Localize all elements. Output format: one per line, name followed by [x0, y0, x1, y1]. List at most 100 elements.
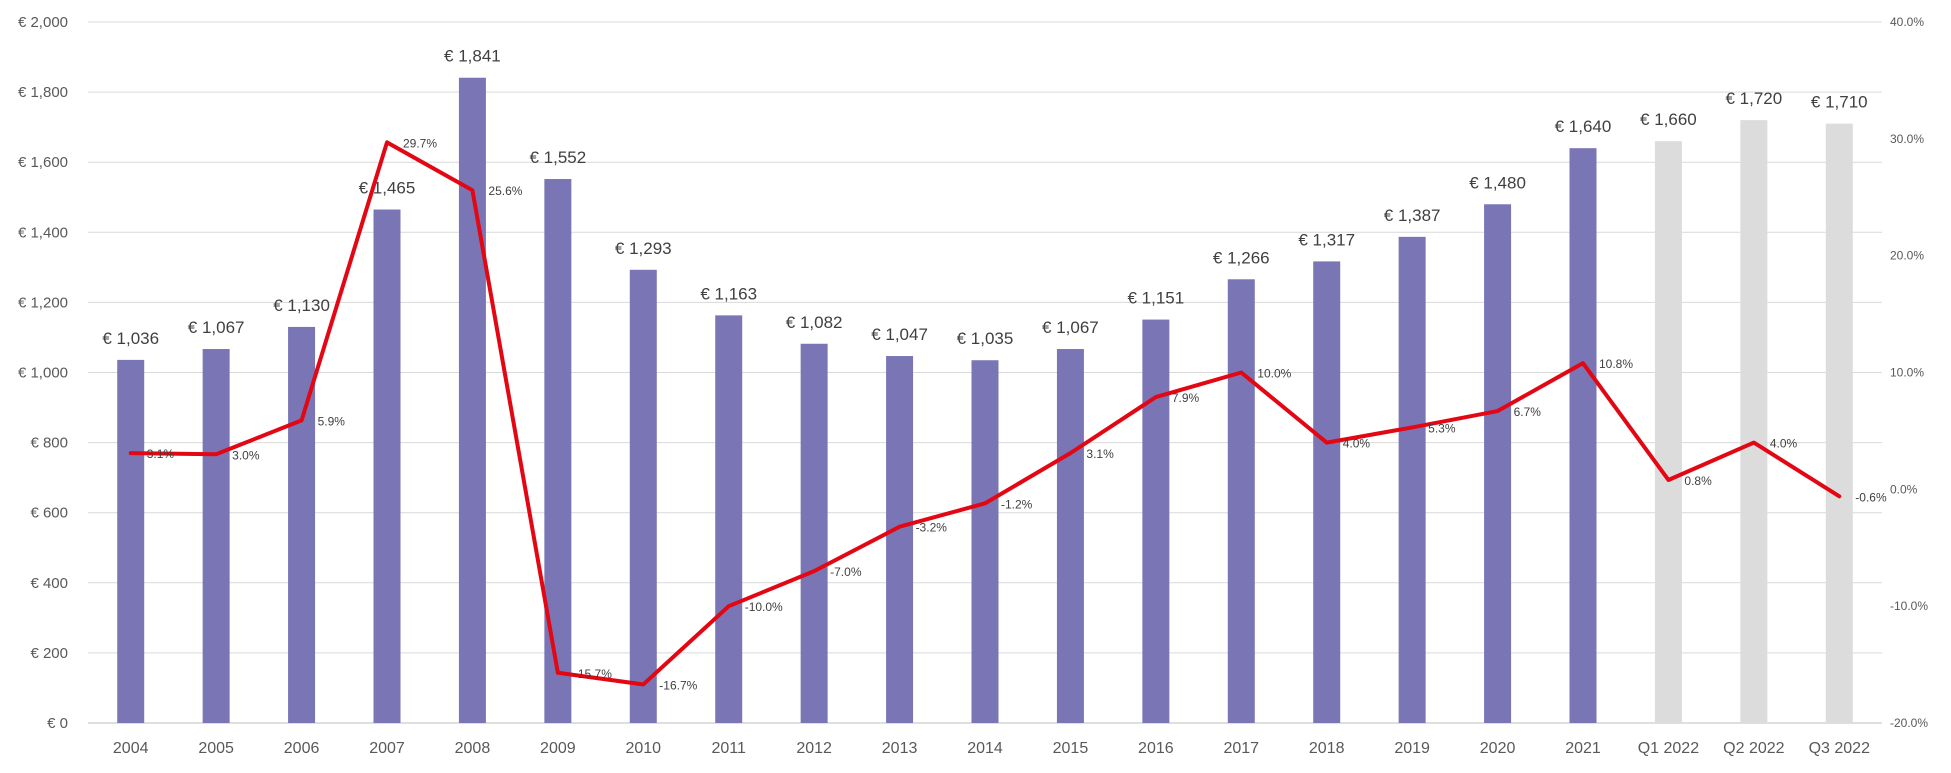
bar	[1056, 349, 1084, 723]
x-tick-label: 2013	[882, 740, 918, 757]
x-tick-label: Q3 2022	[1809, 740, 1870, 757]
y-right-tick-label: 30.0%	[1890, 132, 1924, 146]
bar-value-label: € 1,710	[1811, 93, 1868, 112]
bar	[1569, 148, 1597, 723]
growth-value-label: 0.8%	[1684, 474, 1712, 488]
bar	[1825, 123, 1853, 723]
growth-value-label: 5.9%	[318, 414, 346, 428]
growth-data-labels: 3.1% 3.0% 5.9% 29.7% 25.6% -15.7% -16.7% -10.0%…	[147, 136, 1887, 692]
growth-value-label: -0.6%	[1855, 490, 1887, 504]
bar	[971, 360, 999, 723]
x-tick-label: 2015	[1053, 740, 1089, 757]
x-tick-label: Q2 2022	[1723, 740, 1784, 757]
x-tick-label: 2016	[1138, 740, 1174, 757]
bar	[886, 356, 914, 723]
bar	[1484, 204, 1512, 723]
bar-value-label: € 1,293	[615, 239, 672, 258]
y-right-tick-label: 40.0%	[1890, 15, 1924, 29]
bar	[202, 349, 230, 723]
bar-value-label: € 1,660	[1640, 110, 1697, 129]
left-axis-ticks: € 0 € 200 € 400 € 600 € 800 € 1,000 € 1,200 € 1…	[18, 14, 68, 732]
bar-value-label: € 1,163	[700, 284, 757, 303]
x-tick-label: 2012	[796, 740, 832, 757]
bar-value-label: € 1,480	[1469, 173, 1526, 192]
growth-value-label: 3.1%	[147, 447, 175, 461]
bar-value-label: € 1,036	[102, 329, 159, 348]
y-right-tick-label: 20.0%	[1890, 249, 1924, 263]
growth-value-label: 6.7%	[1514, 405, 1542, 419]
bar	[544, 179, 572, 724]
x-tick-label: 2018	[1309, 740, 1345, 757]
y-left-tick-label: € 600	[30, 505, 68, 522]
bar-value-label: € 1,082	[786, 313, 843, 332]
bar-series	[117, 77, 1853, 724]
y-left-tick-label: € 0	[47, 715, 68, 732]
y-left-tick-label: € 1,600	[18, 154, 68, 171]
bar-value-label: € 1,130	[273, 296, 330, 315]
bar	[117, 359, 145, 723]
y-right-tick-label: -20.0%	[1890, 716, 1928, 730]
y-left-tick-label: € 800	[30, 435, 68, 452]
bar-data-labels: € 1,036 € 1,067 € 1,130 € 1,465 € 1,841 € 1,5…	[102, 47, 1867, 349]
bar-value-label: € 1,067	[188, 318, 245, 337]
growth-value-label: -1.2%	[1001, 497, 1033, 511]
growth-value-label: 10.8%	[1599, 357, 1633, 371]
bar	[800, 343, 828, 723]
bar-value-label: € 1,465	[359, 179, 416, 198]
growth-value-label: 29.7%	[403, 136, 437, 150]
y-left-tick-label: € 1,800	[18, 84, 68, 101]
x-tick-label: 2020	[1480, 740, 1516, 757]
growth-value-label: 25.6%	[488, 184, 522, 198]
growth-value-label: 3.0%	[232, 448, 260, 462]
bar	[458, 77, 486, 724]
x-tick-label: 2008	[455, 740, 491, 757]
x-axis-ticks: 2004 2005 2006 2007 2008 2009 2010 2011 2012 2013…	[113, 740, 1870, 757]
growth-value-label: 4.0%	[1770, 437, 1798, 451]
y-left-tick-label: € 1,400	[18, 224, 68, 241]
growth-value-label: -3.2%	[916, 521, 948, 535]
right-axis-ticks: -20.0% -10.0% 0.0% 10.0% 20.0% 30.0% 40.0%	[1890, 15, 1928, 730]
x-tick-label: 2011	[712, 740, 747, 757]
bar	[1654, 141, 1682, 724]
bar	[1740, 120, 1768, 723]
bar-value-label: € 1,266	[1213, 248, 1270, 267]
bar	[715, 315, 743, 723]
x-tick-label: 2004	[113, 740, 149, 757]
growth-line	[128, 140, 1842, 687]
x-tick-label: 2019	[1394, 740, 1430, 757]
bar-value-label: € 1,151	[1127, 289, 1184, 308]
bar	[1398, 236, 1426, 723]
bar	[1142, 319, 1170, 723]
growth-value-label: 10.0%	[1257, 367, 1291, 381]
y-right-tick-label: 0.0%	[1890, 482, 1918, 496]
y-right-tick-label: -10.0%	[1890, 599, 1928, 613]
bar	[629, 269, 657, 723]
x-tick-label: 2005	[198, 740, 234, 757]
bar-value-label: € 1,640	[1555, 117, 1612, 136]
x-tick-label: 2014	[967, 740, 1003, 757]
x-tick-label: 2021	[1565, 740, 1601, 757]
bar-value-label: € 1,317	[1298, 230, 1355, 249]
x-tick-label: 2007	[369, 740, 405, 757]
bar-value-label: € 1,387	[1384, 206, 1441, 225]
bar-value-label: € 1,841	[444, 47, 501, 66]
growth-value-label: 7.9%	[1172, 391, 1200, 405]
bar-value-label: € 1,047	[871, 325, 928, 344]
y-left-tick-label: € 2,000	[18, 14, 68, 31]
x-tick-label: 2009	[540, 740, 576, 757]
bar-value-label: € 1,552	[529, 148, 586, 167]
growth-value-label: -10.0%	[745, 600, 783, 614]
bar-value-label: € 1,067	[1042, 318, 1099, 337]
bar	[1313, 261, 1341, 723]
growth-value-label: -15.7%	[574, 667, 612, 681]
x-tick-label: 2010	[625, 740, 661, 757]
y-left-tick-label: € 1,200	[18, 294, 68, 311]
bar-value-label: € 1,035	[957, 329, 1014, 348]
y-left-tick-label: € 400	[30, 575, 68, 592]
bar-value-label: € 1,720	[1725, 89, 1782, 108]
y-right-tick-label: 10.0%	[1890, 366, 1924, 380]
growth-value-label: 4.0%	[1343, 437, 1371, 451]
growth-value-label: 5.3%	[1428, 421, 1456, 435]
y-left-tick-label: € 200	[30, 645, 68, 662]
